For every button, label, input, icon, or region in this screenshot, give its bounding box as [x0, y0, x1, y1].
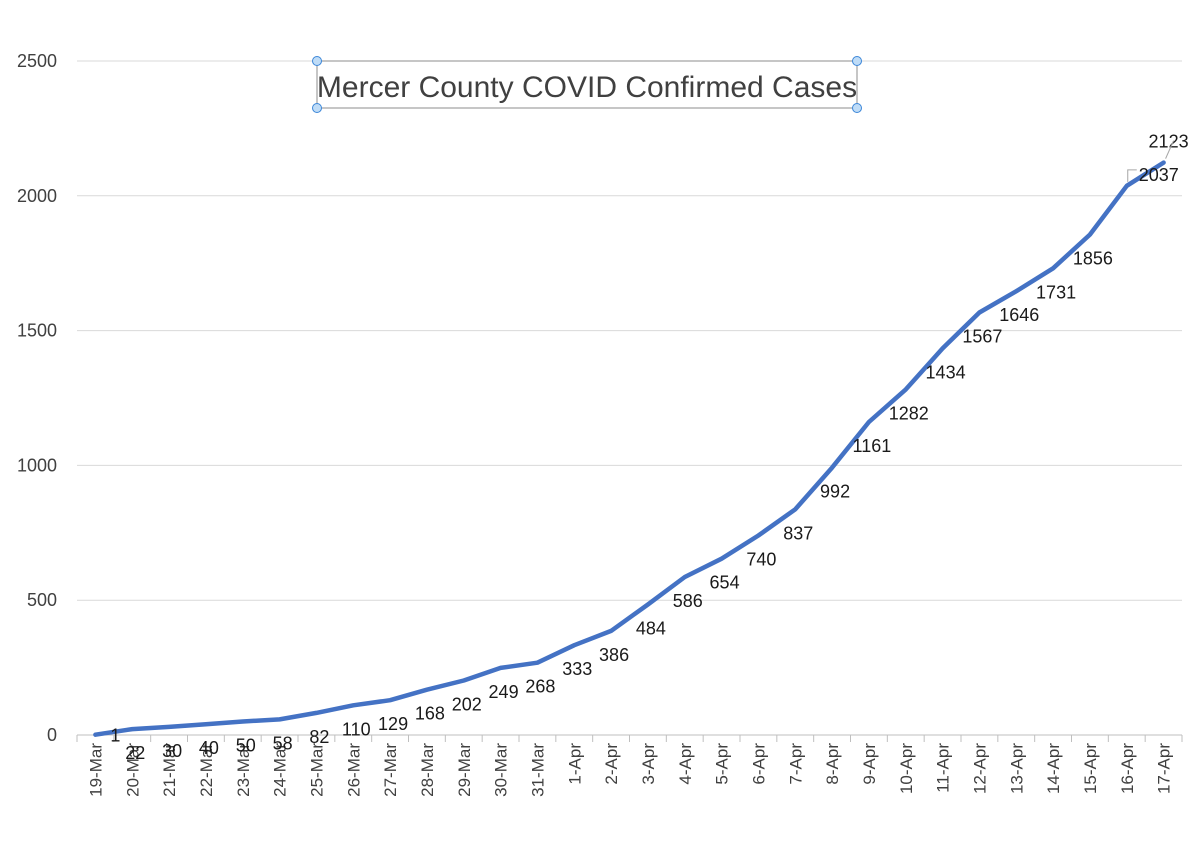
x-tick-label: 4-Apr — [676, 743, 695, 785]
data-label: 1161 — [853, 436, 892, 456]
x-tick-label: 22-Mar — [197, 743, 216, 797]
y-tick-label: 1500 — [17, 321, 57, 341]
data-label: 268 — [525, 677, 555, 697]
x-tick-label: 3-Apr — [639, 743, 658, 785]
x-tick-label: 21-Mar — [160, 743, 179, 797]
data-label: 22 — [125, 743, 145, 763]
chart-title-frame[interactable] — [316, 60, 858, 109]
data-label: 58 — [273, 733, 293, 753]
y-tick-label: 1000 — [17, 455, 57, 475]
x-tick-label: 23-Mar — [234, 743, 253, 797]
data-label: 992 — [820, 482, 850, 502]
x-tick-label: 29-Mar — [455, 743, 474, 797]
chart-title: Mercer County COVID Confirmed Cases — [317, 71, 857, 104]
data-label: 1856 — [1073, 249, 1113, 269]
x-tick-label: 16-Apr — [1118, 743, 1137, 794]
x-tick-label: 31-Mar — [528, 743, 547, 797]
selection-handle-bottom-right[interactable] — [852, 103, 862, 113]
y-tick-label: 0 — [47, 725, 57, 745]
data-label: 333 — [562, 659, 592, 679]
x-tick-label: 20-Mar — [123, 743, 142, 797]
data-label: 2037 — [1139, 165, 1179, 185]
x-tick-label: 14-Apr — [1044, 743, 1063, 794]
x-tick-label: 15-Apr — [1081, 743, 1100, 794]
data-label: 1731 — [1036, 282, 1076, 302]
x-tick-label: 28-Mar — [418, 743, 437, 797]
x-tick-label: 9-Apr — [860, 743, 879, 785]
chart-title-box[interactable]: Mercer County COVID Confirmed Cases — [312, 56, 862, 113]
data-label: 837 — [783, 523, 813, 543]
x-tick-label: 24-Mar — [271, 743, 290, 797]
x-tick-label: 1-Apr — [565, 743, 584, 785]
selection-handle-top-right[interactable] — [852, 56, 862, 66]
data-label: 249 — [489, 682, 519, 702]
data-label: 654 — [710, 573, 740, 593]
x-tick-label: 5-Apr — [713, 743, 732, 785]
y-tick-label: 2500 — [17, 51, 57, 71]
x-tick-label: 2-Apr — [602, 743, 621, 785]
x-tick-label: 11-Apr — [934, 743, 953, 793]
data-label: 168 — [415, 704, 445, 724]
data-label: 110 — [342, 719, 371, 739]
x-tick-label: 10-Apr — [897, 743, 916, 794]
data-label: 40 — [199, 738, 219, 758]
x-tick-label: 8-Apr — [823, 743, 842, 785]
x-tick-label: 26-Mar — [344, 743, 363, 797]
selection-handle-top-left[interactable] — [312, 56, 322, 66]
data-label: 1646 — [999, 305, 1039, 325]
x-tick-label: 6-Apr — [749, 743, 768, 785]
x-tick-label: 13-Apr — [1007, 743, 1026, 794]
y-tick-label: 2000 — [17, 186, 57, 206]
data-label: 50 — [236, 736, 256, 756]
data-label: 2123 — [1149, 132, 1189, 152]
y-tick-label: 500 — [27, 590, 57, 610]
data-label: 1282 — [889, 403, 929, 423]
label-leader-line — [1165, 140, 1175, 159]
x-tick-label: 19-Mar — [86, 743, 105, 797]
x-tick-label: 7-Apr — [786, 743, 805, 785]
x-tick-label: 12-Apr — [970, 743, 989, 794]
selection-handle-bottom-left[interactable] — [312, 103, 322, 113]
data-label: 484 — [636, 619, 666, 639]
data-label: 82 — [309, 727, 329, 747]
data-label: 1434 — [926, 362, 966, 382]
x-tick-label: 17-Apr — [1155, 743, 1174, 794]
series-layer — [93, 160, 1166, 737]
data-label: 586 — [673, 591, 703, 611]
data-label: 1 — [110, 726, 120, 746]
data-labels: 122 30 40 50 58 82 110 129 168 202 249 268 333 386 484… — [110, 132, 1188, 763]
data-label: 1567 — [962, 327, 1002, 347]
label-leader-line — [1127, 169, 1137, 182]
x-tick-label: 30-Mar — [492, 743, 511, 797]
data-label: 129 — [378, 714, 408, 734]
data-label: 740 — [746, 549, 776, 569]
data-label: 386 — [599, 645, 629, 665]
y-axis-tick-labels: 0 500 1000 1500 2000 2500 — [17, 51, 57, 745]
gridlines — [77, 60, 1182, 601]
x-axis: 19-Mar 20-Mar 21-Mar 22-Mar 23-Mar 24-Mar 25-M… — [76, 734, 1183, 797]
data-label: 202 — [452, 695, 482, 715]
x-tick-label: 25-Mar — [307, 743, 326, 797]
series-line — [93, 160, 1166, 737]
data-label: 30 — [162, 741, 182, 761]
x-tick-label: 27-Mar — [381, 743, 400, 797]
